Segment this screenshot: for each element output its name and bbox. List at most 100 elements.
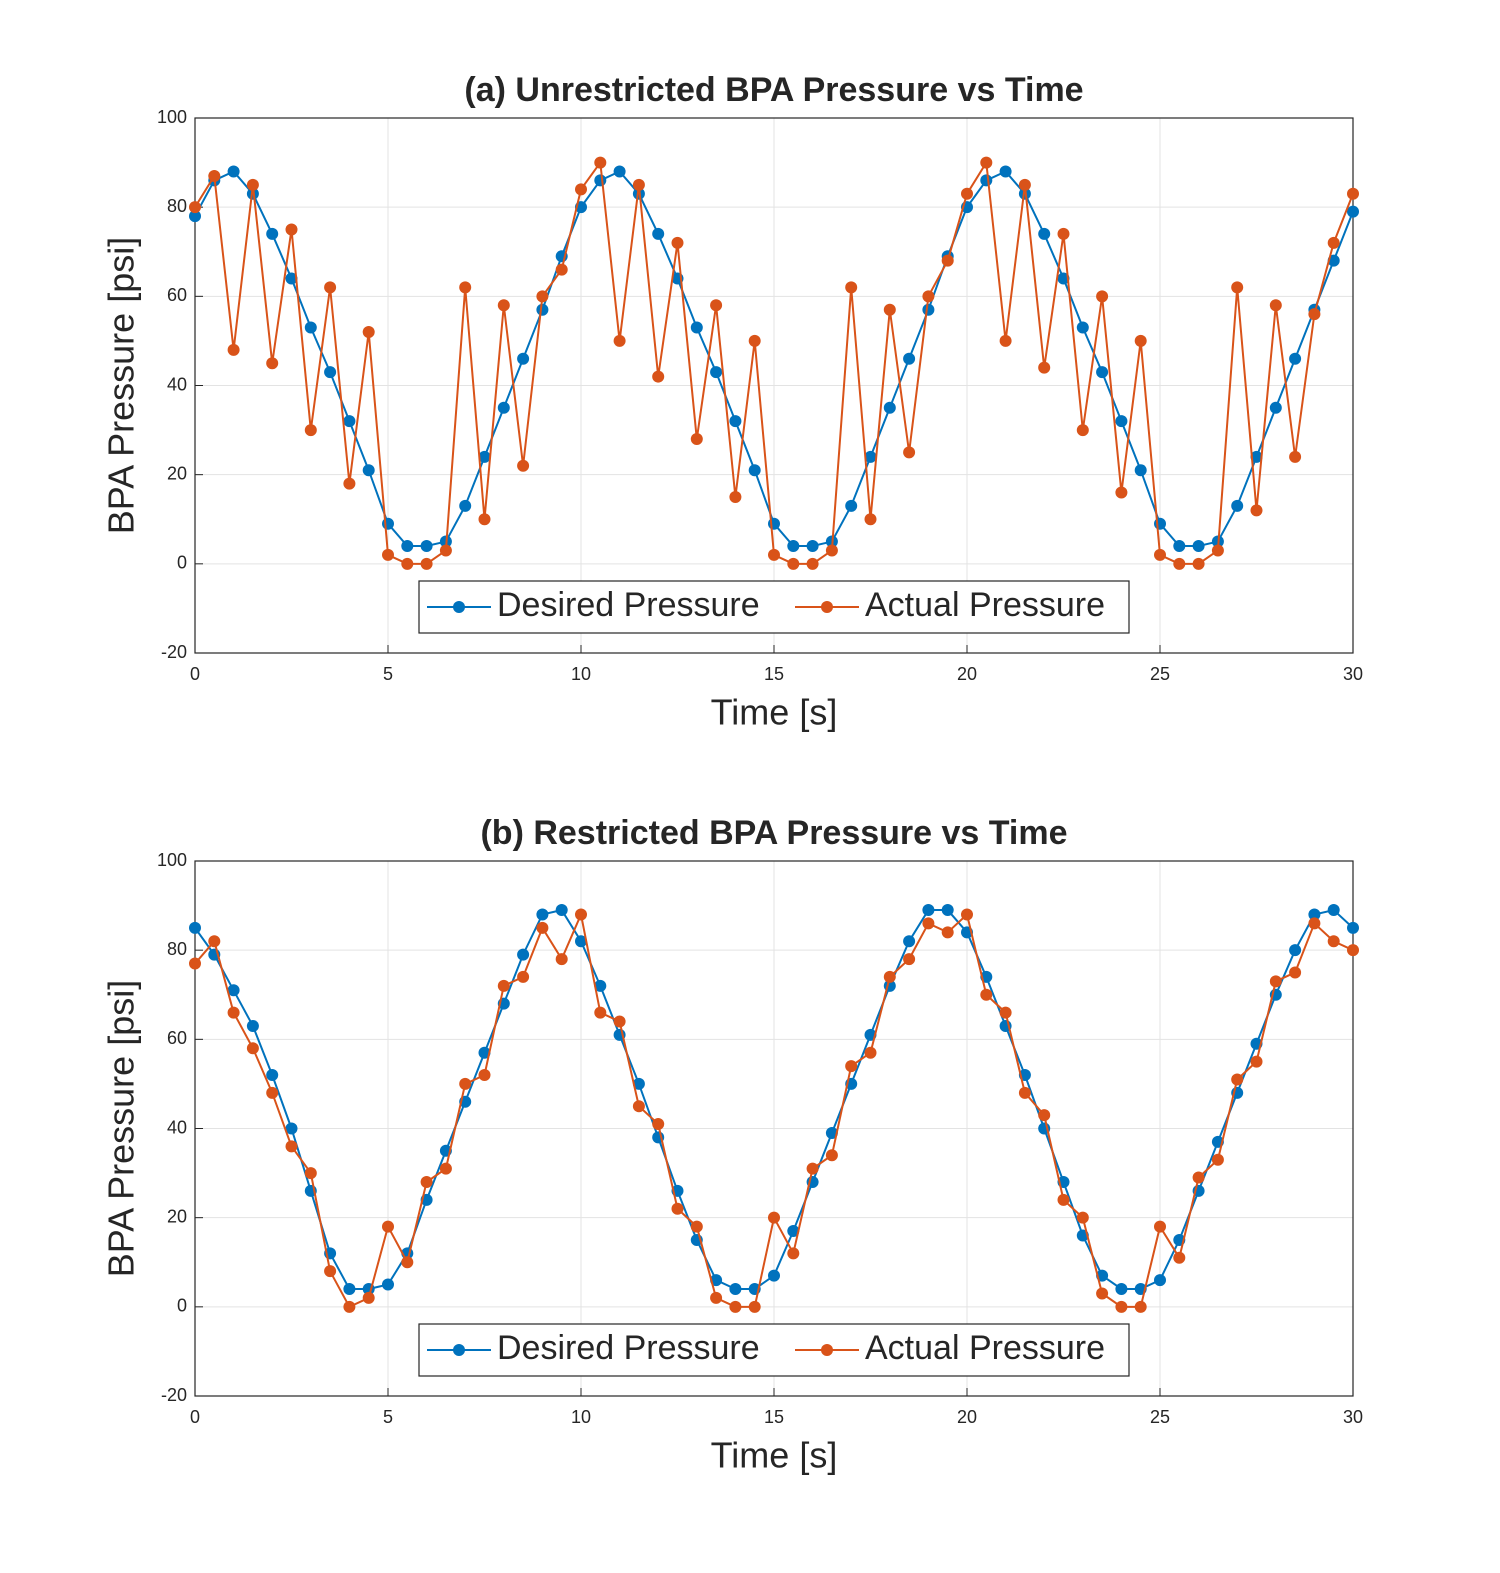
data-point (883, 401, 896, 414)
data-point (1134, 334, 1147, 347)
data-point (1018, 178, 1031, 191)
data-point (1308, 908, 1321, 921)
data-point (420, 540, 433, 552)
x-tick-label: 25 (1150, 1407, 1170, 1427)
data-point (536, 908, 549, 921)
data-point (845, 1060, 858, 1073)
data-point (1327, 935, 1340, 948)
data-point (768, 1211, 780, 1224)
data-point (1269, 299, 1282, 312)
x-tick-label: 10 (571, 1407, 591, 1427)
data-point (555, 904, 568, 917)
data-point (652, 1118, 665, 1131)
data-point (189, 957, 201, 970)
data-point (594, 156, 607, 169)
data-point (1154, 1274, 1166, 1287)
y-tick-label: 60 (167, 1028, 187, 1048)
data-point (1308, 917, 1321, 930)
data-point (787, 1247, 800, 1260)
x-tick-label: 20 (957, 1407, 977, 1427)
data-point (768, 1269, 780, 1282)
data-point (999, 165, 1012, 178)
data-point (1057, 227, 1070, 240)
data-point (729, 1300, 742, 1313)
data-point (343, 477, 356, 490)
y-tick-label: 80 (167, 196, 187, 216)
data-point (343, 1283, 356, 1295)
data-point (1115, 1300, 1128, 1313)
axes-frame (194, 860, 1354, 1397)
data-point (1076, 321, 1089, 334)
data-point (1115, 486, 1128, 499)
data-point (285, 272, 298, 285)
data-point (748, 334, 761, 347)
data-point (459, 1077, 472, 1090)
data-point (883, 303, 896, 316)
data-point (1173, 557, 1186, 570)
data-point (961, 908, 973, 921)
data-point (787, 540, 800, 552)
data-point (324, 1265, 337, 1278)
data-point (980, 988, 993, 1001)
legend-box (418, 580, 1130, 634)
data-point (497, 979, 510, 992)
data-point (266, 1069, 279, 1081)
data-point (1347, 187, 1359, 200)
chart-title: (b) Restricted BPA Pressure vs Time (480, 814, 1067, 852)
data-point (246, 1042, 259, 1055)
data-point (903, 446, 916, 459)
data-point (1327, 236, 1340, 249)
data-point (382, 1278, 394, 1291)
data-point (536, 921, 549, 934)
data-point (304, 321, 317, 334)
data-point (497, 401, 510, 414)
legend-marker (821, 1344, 833, 1356)
data-point (1289, 944, 1302, 957)
data-point (478, 1046, 491, 1059)
data-point (189, 921, 201, 934)
data-point (459, 499, 472, 512)
data-point (285, 1140, 298, 1153)
x-tick-label: 20 (957, 664, 977, 684)
data-point (497, 299, 510, 312)
data-point (285, 1122, 298, 1135)
data-point (304, 424, 317, 437)
data-point (1231, 281, 1244, 294)
data-point (1347, 921, 1359, 934)
data-point (922, 904, 935, 917)
data-point (1231, 499, 1244, 512)
data-point (1327, 904, 1340, 917)
data-point (594, 174, 607, 187)
data-point (459, 281, 472, 294)
data-point (1057, 272, 1070, 285)
data-point (382, 1220, 394, 1233)
data-point (208, 169, 221, 182)
x-tick-label: 30 (1343, 664, 1363, 684)
legend-box (418, 1323, 1130, 1377)
x-axis-label: Time [s] (711, 692, 838, 733)
data-point (1347, 205, 1359, 218)
data-point (401, 557, 414, 570)
data-point (768, 548, 780, 561)
data-point (768, 517, 780, 530)
data-point (401, 1256, 414, 1269)
data-point (690, 433, 703, 445)
data-point (1096, 366, 1109, 379)
data-point (1289, 352, 1302, 365)
data-point (266, 1086, 279, 1099)
data-point (922, 303, 935, 316)
data-point (1289, 966, 1302, 979)
data-point (1269, 401, 1282, 414)
data-point (536, 290, 549, 303)
data-point (903, 953, 916, 966)
x-axis-label: Time [s] (711, 1435, 838, 1476)
data-point (208, 935, 221, 948)
y-tick-label: -20 (161, 1385, 187, 1405)
legend-marker (453, 1344, 465, 1356)
data-point (729, 415, 742, 428)
x-tick-label: 5 (383, 1407, 393, 1427)
data-point (922, 917, 935, 930)
data-point (227, 1006, 240, 1019)
data-point (1347, 944, 1359, 957)
data-point (1115, 1283, 1128, 1295)
